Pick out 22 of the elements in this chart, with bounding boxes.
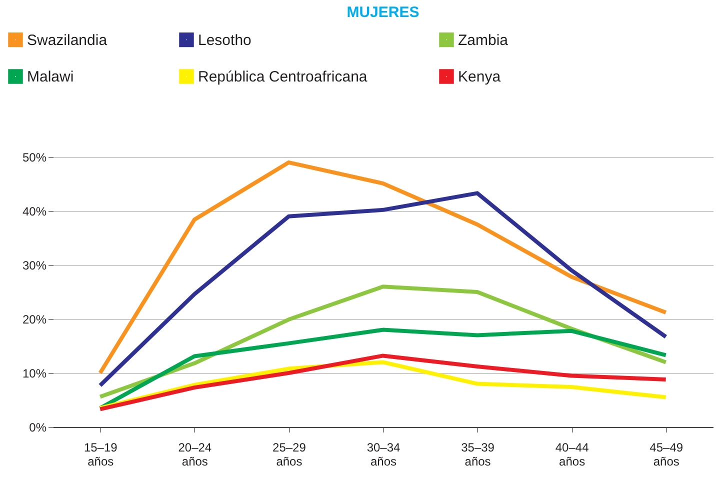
legend-label: Swazilandia bbox=[27, 32, 108, 49]
y-tick-label: 0% bbox=[29, 420, 47, 434]
legend-label: Lesotho bbox=[198, 32, 252, 49]
x-tick-label: 25–29 años bbox=[272, 440, 306, 468]
y-tick-label: 40% bbox=[22, 204, 47, 218]
legend-label: Kenya bbox=[458, 68, 502, 86]
x-tick-label: 45–49 años bbox=[650, 440, 684, 468]
x-tick-label: 30–34 años bbox=[366, 440, 401, 468]
y-tick-label: 10% bbox=[22, 366, 47, 380]
chart-title: MUJERES bbox=[346, 4, 420, 21]
y-tick-label: 50% bbox=[22, 150, 47, 164]
y-tick-label: 30% bbox=[22, 258, 47, 272]
line-series bbox=[98, 191, 668, 388]
x-tick-label: 40–44 años bbox=[555, 440, 590, 468]
legend-label: Zambia bbox=[458, 32, 509, 49]
x-tick-label: 35–39 años bbox=[461, 440, 495, 468]
x-tick-label: 20–24 años bbox=[178, 440, 212, 468]
legend-label: Malawi bbox=[27, 68, 74, 86]
line-series bbox=[98, 160, 668, 375]
x-tick-label: 15–19 años bbox=[84, 440, 118, 468]
legend-label: República Centroafricana bbox=[198, 68, 368, 86]
y-tick-label: 20% bbox=[22, 312, 47, 326]
